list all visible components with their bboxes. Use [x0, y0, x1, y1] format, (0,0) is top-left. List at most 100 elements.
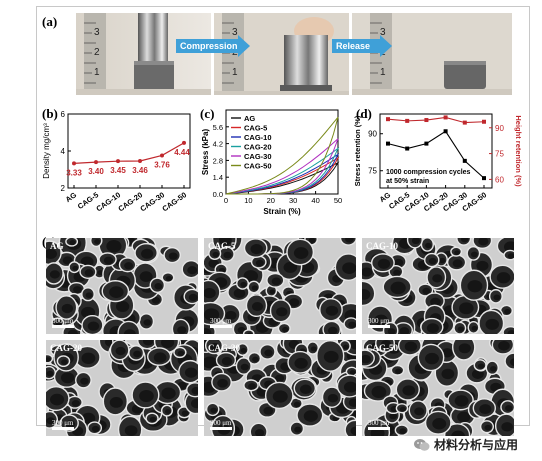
- scale-bar-line: [52, 427, 74, 430]
- left-y-axis-label: Stress retention (%): [353, 115, 362, 186]
- data-point: [443, 129, 448, 134]
- data-point: [482, 119, 486, 124]
- data-label: 3.76: [154, 160, 170, 169]
- sem-image: CAG-5 300 μm: [204, 238, 356, 334]
- x-tick-label: 40: [311, 196, 319, 205]
- legend-entry: CAG-20: [244, 143, 272, 152]
- x-tick-label: CAG-50: [160, 190, 188, 213]
- scale-bar: 300 μm: [368, 419, 390, 430]
- series-line-cag-50: [225, 116, 339, 195]
- panel-d-label: (d): [356, 106, 372, 121]
- release-arrow: Release: [332, 35, 392, 57]
- y-axis-label: Stress (kPa): [201, 129, 210, 176]
- data-point: [386, 117, 390, 122]
- plot-frame: [67, 113, 191, 189]
- data-point: [386, 141, 390, 146]
- sem-image: CAG-50 300 μm: [362, 340, 514, 436]
- data-point: [405, 146, 410, 151]
- sem-texture: [204, 238, 356, 334]
- scale-bar-line: [210, 325, 232, 328]
- sem-label: CAG-5: [208, 241, 236, 251]
- right-y-tick-label: 90: [495, 124, 504, 133]
- series-line: [387, 130, 485, 179]
- legend-entry: CAG-50: [244, 162, 272, 171]
- scale-bar-label: 300 μm: [210, 317, 232, 325]
- legend-entry: CAG-30: [244, 152, 272, 161]
- data-label: 3.40: [88, 167, 104, 176]
- scale-bar: 300 μm: [52, 419, 74, 430]
- stress-strain-chart: 0.0 1.4 2.8 4.2 5.6 0 10 20 30 40 50 Strain (%) Stre…: [201, 109, 342, 216]
- scale-bar-line: [368, 325, 390, 328]
- scale-bar-label: 300 μm: [52, 317, 74, 325]
- right-y-axis-label: Height retention (%): [514, 115, 523, 187]
- legend-entry: AG: [244, 114, 255, 123]
- data-point: [72, 161, 76, 166]
- sem-texture: [362, 238, 514, 334]
- data-point: [182, 140, 186, 145]
- sem-label: AG: [50, 241, 64, 251]
- retention-chart: 75 90 60 75 90 Stress retention (%) Height ret…: [353, 113, 523, 213]
- x-tick-label: 50: [334, 196, 342, 205]
- sem-texture: [204, 340, 356, 436]
- scale-bar: 300 μm: [368, 317, 390, 328]
- scale-bar-label: 300 μm: [210, 419, 232, 427]
- right-y-tick-label: 75: [495, 150, 504, 159]
- scale-bar: 300 μm: [210, 419, 232, 430]
- panel-c-label: (c): [200, 106, 215, 121]
- legend-entry: CAG-10: [244, 133, 272, 142]
- plot-frame: [379, 113, 493, 189]
- sem-label: CAG-20: [50, 343, 82, 353]
- photo-during-compression: 3 2 1: [214, 13, 349, 95]
- sem-texture: [46, 340, 198, 436]
- sem-texture: [362, 340, 514, 436]
- y-tick-label: 5.6: [213, 123, 223, 132]
- data-point: [94, 160, 98, 165]
- scale-bar-label: 300 μm: [52, 419, 74, 427]
- scale-bar-label: 300 μm: [368, 317, 390, 325]
- sem-texture: [46, 238, 198, 334]
- x-tick-label: 30: [289, 196, 297, 205]
- y-tick-label: 4.2: [213, 140, 223, 149]
- x-axis-label: Strain (%): [263, 207, 301, 216]
- ruler-digit: 1: [94, 67, 100, 78]
- annotation-text: 1000 compression cycles: [386, 169, 471, 176]
- data-point: [462, 158, 467, 163]
- annotation-text: at 50% strain: [386, 178, 429, 185]
- y-tick-label: 2: [61, 184, 66, 193]
- scale-bar-line: [210, 427, 232, 430]
- sem-image: CAG-10 300 μm: [362, 238, 514, 334]
- series-line: [387, 116, 485, 124]
- y-tick-label: 1.4: [213, 173, 223, 182]
- sem-image: CAG-20 300 μm: [46, 340, 198, 436]
- panel-b-label: (b): [42, 106, 58, 121]
- data-point: [424, 118, 429, 123]
- y-tick-label: 4: [61, 147, 66, 156]
- ruler-digit: 3: [232, 27, 238, 38]
- data-point: [138, 158, 142, 163]
- data-point: [462, 120, 467, 125]
- sem-image: AG 300 μm: [46, 238, 198, 334]
- data-label: 3.45: [110, 166, 126, 175]
- y-tick-label: 0.0: [213, 190, 223, 199]
- data-point: [116, 159, 120, 164]
- sem-label: CAG-30: [208, 343, 240, 353]
- ruler-digit: 3: [94, 27, 100, 38]
- data-label: 3.46: [132, 166, 148, 175]
- sem-label: CAG-50: [366, 343, 398, 353]
- density-chart: 2 4 6 Density mg/cm³ 3.33 3.40 3.45 3.46 3.76 4.4…: [42, 110, 191, 213]
- watermark-text: 材料分析与应用: [433, 438, 518, 452]
- left-y-tick-label: 90: [368, 130, 377, 139]
- data-point: [405, 118, 410, 123]
- sem-label: CAG-10: [366, 241, 398, 251]
- data-point: [424, 141, 429, 146]
- data-point: [443, 115, 448, 120]
- scale-bar-line: [52, 325, 74, 328]
- left-y-tick-label: 75: [368, 167, 377, 176]
- legend-entry: CAG-5: [244, 124, 267, 133]
- ruler-digit: 1: [232, 67, 238, 78]
- scale-bar: 300 μm: [52, 317, 74, 328]
- release-label: Release: [336, 41, 371, 51]
- y-tick-label: 2.8: [213, 156, 223, 165]
- scale-bar: 300 μm: [210, 317, 232, 328]
- right-y-tick-label: 60: [495, 175, 504, 184]
